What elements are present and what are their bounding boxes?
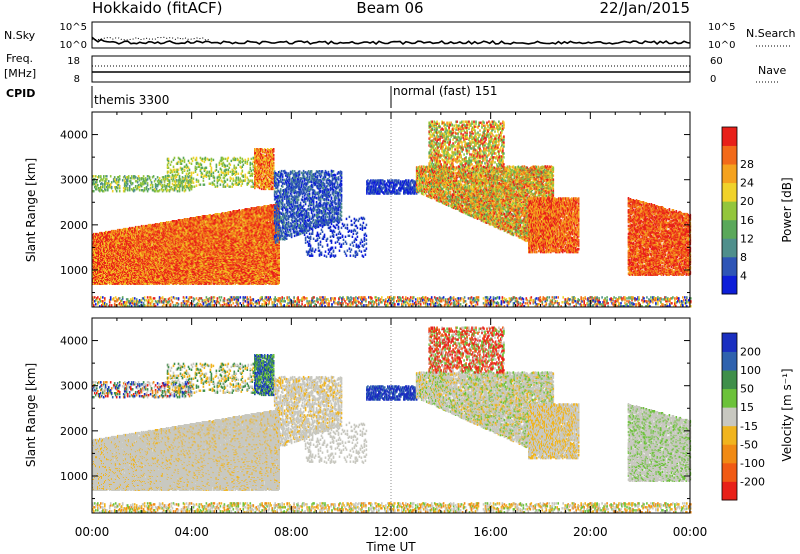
nsky-series-line [92,37,690,44]
freq-strip-frame [92,56,690,82]
freq-label: Freq. [6,52,33,65]
cpid-mode-themis: themis 3300 [94,93,169,107]
cpid-mode-normal: normal (fast) 151 [393,84,497,98]
nsky-right-tick-bottom: 10^0 [708,40,735,51]
station-title: Hokkaido (fitACF) [92,0,223,17]
nsky-right-tick-top: 10^5 [708,22,735,33]
cpid-label: CPID [6,87,35,100]
nave-label: Nave [758,64,786,77]
nsky-left-tick-top: 10^5 [60,22,87,33]
date-title: 22/Jan/2015 [600,0,691,17]
nsky-label: N.Sky [4,29,36,42]
nsearch-label: N.Search [746,27,796,40]
freq-unit: [MHz] [4,67,36,80]
power-heatmap [92,121,692,308]
nsearch-series-line [92,37,209,40]
freq-left-tick-top: 18 [67,56,80,67]
nsky-strip-frame [92,22,690,48]
beam-title: Beam 06 [356,0,423,17]
freq-left-tick-bottom: 8 [74,74,80,85]
freq-right-tick-top: 60 [710,56,723,67]
nsky-left-tick-bottom: 10^0 [60,40,87,51]
freq-right-tick-bottom: 0 [710,74,716,85]
